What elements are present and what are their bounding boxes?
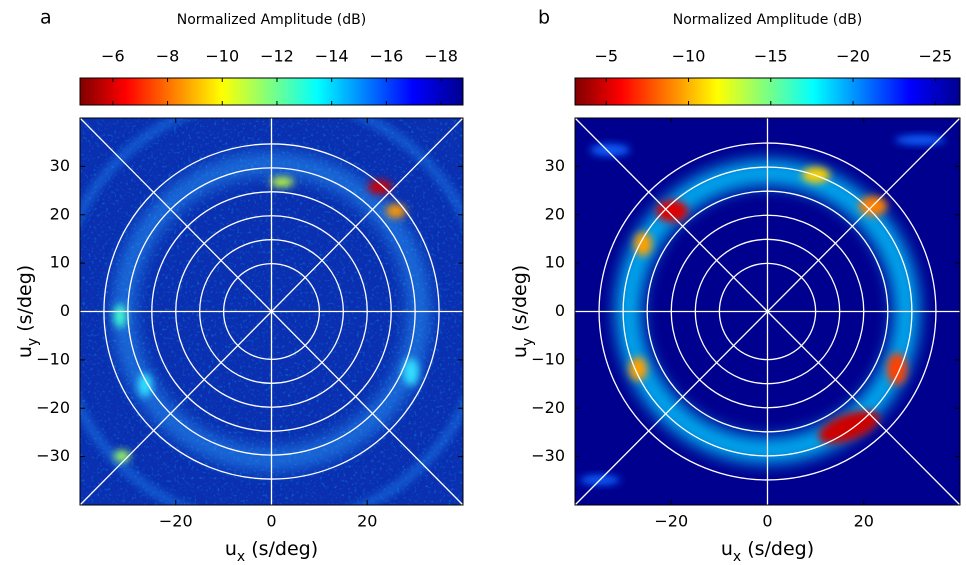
y-axis-label: uy (s/deg): [14, 265, 42, 358]
x-tick-label: −20: [654, 512, 688, 531]
y-tick-label: −20: [531, 398, 565, 417]
colorbar-title: Normalized Amplitude (dB): [177, 12, 366, 28]
y-axis-label-part: u: [509, 346, 531, 358]
panel-label: a: [40, 7, 52, 29]
colorbar-tick-label: −14: [315, 47, 349, 66]
colorbar-title: Normalized Amplitude (dB): [673, 12, 862, 28]
x-tick-label: 20: [854, 512, 874, 531]
x-axis-label: ux (s/deg): [225, 538, 318, 565]
y-tick-label: −30: [531, 446, 565, 465]
y-axis-label-part: (s/deg): [14, 265, 36, 338]
y-tick-label: 0: [555, 301, 565, 320]
x-tick-label: 0: [762, 512, 772, 531]
y-axis-label-part: u: [14, 346, 36, 358]
y-tick-label: 20: [50, 204, 70, 223]
colorbar-tick-label: −18: [424, 47, 458, 66]
colorbar-tick-label: −15: [754, 47, 788, 66]
y-axis-label-part: (s/deg): [509, 265, 531, 338]
panel-label: b: [538, 7, 550, 29]
colorbar: [574, 77, 961, 106]
colorbar-tick-label: −20: [836, 47, 870, 66]
x-axis-label-part: u: [721, 538, 733, 560]
y-axis-label-part: y: [520, 338, 536, 346]
colorbar-tick-label: −5: [594, 47, 618, 66]
y-tick-label: −10: [531, 349, 565, 368]
x-axis-label-part: (s/deg): [245, 538, 318, 560]
colorbar-tick-label: −16: [370, 47, 404, 66]
colorbar-tick-label: −10: [205, 47, 239, 66]
colorbar: [79, 77, 464, 106]
y-tick-label: 0: [60, 301, 70, 320]
x-tick-label: 20: [357, 512, 377, 531]
x-axis-label: ux (s/deg): [721, 538, 814, 565]
x-tick-label: 0: [266, 512, 276, 531]
x-tick-label: −20: [159, 512, 193, 531]
y-axis-label-part: y: [25, 338, 41, 346]
x-axis-label-part: u: [225, 538, 237, 560]
y-tick-label: 10: [545, 253, 565, 272]
y-tick-label: 20: [545, 204, 565, 223]
y-axis-label: uy (s/deg): [509, 265, 537, 358]
x-axis-label-part: (s/deg): [741, 538, 814, 560]
x-axis-label-part: x: [237, 549, 245, 565]
y-tick-label: −10: [36, 349, 70, 368]
y-tick-label: −30: [36, 446, 70, 465]
colorbar-tick-label: −6: [101, 47, 125, 66]
y-tick-label: −20: [36, 398, 70, 417]
colorbar-tick-label: −8: [156, 47, 180, 66]
y-tick-label: 30: [50, 156, 70, 175]
x-axis-label-part: x: [733, 549, 741, 565]
y-tick-label: 10: [50, 253, 70, 272]
y-tick-label: 30: [545, 156, 565, 175]
colorbar-tick-label: −10: [672, 47, 706, 66]
plot-frame: [574, 117, 961, 506]
plot-frame: [79, 117, 464, 506]
colorbar-tick-label: −12: [260, 47, 294, 66]
colorbar-tick-label: −25: [918, 47, 952, 66]
